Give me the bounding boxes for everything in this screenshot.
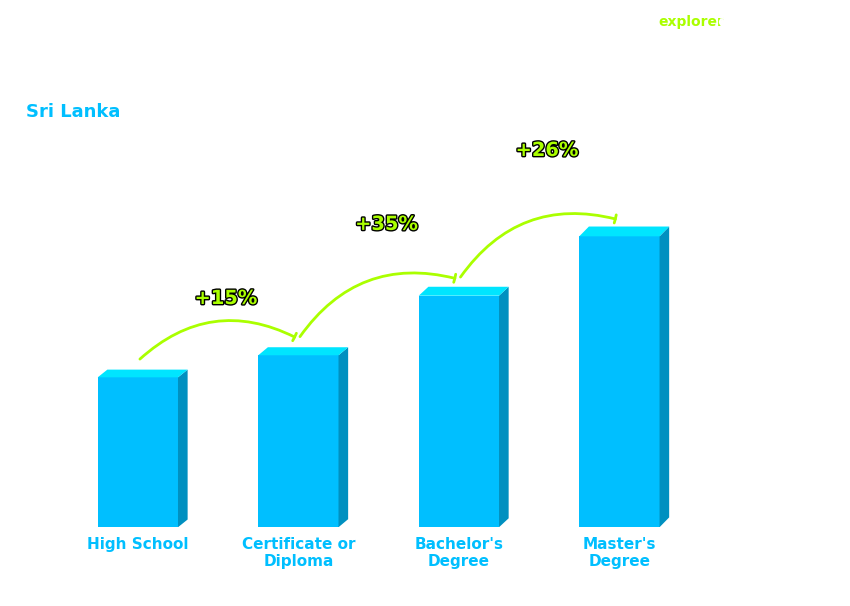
Text: +35%: +35% — [355, 215, 418, 234]
Polygon shape — [419, 287, 508, 296]
Bar — [258, 355, 338, 527]
Text: 73,300 LKR: 73,300 LKR — [259, 328, 348, 342]
Text: +26%: +26% — [516, 141, 579, 160]
Text: salary: salary — [612, 15, 660, 29]
Text: explorer: explorer — [659, 15, 724, 29]
Polygon shape — [499, 287, 508, 527]
Text: Average Monthly Salary: Average Monthly Salary — [827, 245, 837, 361]
Bar — [419, 296, 499, 527]
Text: 124,000 LKR: 124,000 LKR — [575, 207, 673, 221]
Polygon shape — [98, 370, 188, 378]
Text: .com: .com — [714, 15, 751, 29]
Bar — [98, 378, 178, 527]
Text: 63,900 LKR: 63,900 LKR — [99, 350, 187, 364]
Polygon shape — [258, 347, 348, 355]
Polygon shape — [580, 227, 669, 236]
Text: Category Management Specialist: Category Management Specialist — [26, 67, 348, 85]
Polygon shape — [338, 347, 348, 527]
Polygon shape — [178, 370, 188, 527]
Bar — [580, 236, 660, 527]
Text: 98,700 LKR: 98,700 LKR — [419, 267, 508, 281]
Text: +15%: +15% — [195, 289, 258, 308]
Text: Salary Comparison By Education: Salary Comparison By Education — [26, 18, 534, 46]
Polygon shape — [660, 227, 669, 527]
Text: Sri Lanka: Sri Lanka — [26, 103, 120, 121]
